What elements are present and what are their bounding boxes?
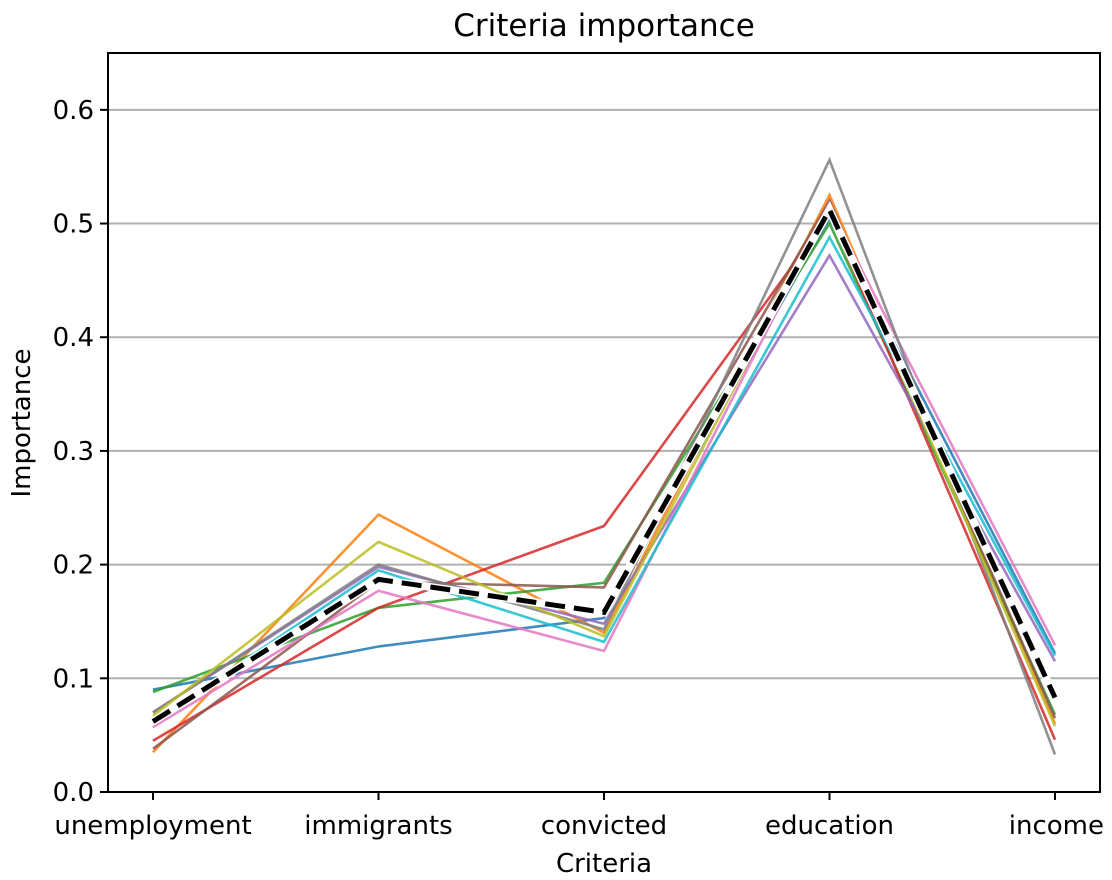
grid-lines [108,108,1100,680]
mean-line [151,204,1058,724]
series-line-7 [152,204,1057,729]
y-tick-label: 0.5 [53,210,94,240]
y-tick-label: 0.2 [53,551,94,581]
x-tick-label: immigrants [304,811,452,841]
x-tick-label: income [1009,811,1104,841]
x-tick-label: unemployment [54,811,251,841]
plot-frame [107,52,1101,793]
y-tick-label: 0.1 [53,664,94,694]
y-axis-label: Importance [7,349,37,498]
y-tick-label: 0.6 [53,96,94,126]
series-line-1 [152,215,1057,691]
x-tick-label: convicted [541,811,667,841]
y-tick-label: 0.0 [53,778,94,808]
x-axis-ticks: unemployment immigrants convicted education… [54,792,1104,841]
y-tick-label: 0.4 [53,323,94,353]
series-line-4 [152,211,1057,742]
y-tick-label: 0.3 [53,437,94,467]
x-tick-label: education [765,811,894,841]
series-line-2 [152,192,1057,754]
series-line-6 [152,197,1057,750]
mean-series [150,201,1059,725]
y-axis-ticks: 0.0 0.1 0.2 0.3 0.4 0.5 0.6 [53,96,108,808]
x-axis-label: Criteria [556,849,652,879]
chart-title: Criteria importance [453,8,755,44]
series-line-8 [152,156,1057,755]
series-lines [152,156,1057,755]
